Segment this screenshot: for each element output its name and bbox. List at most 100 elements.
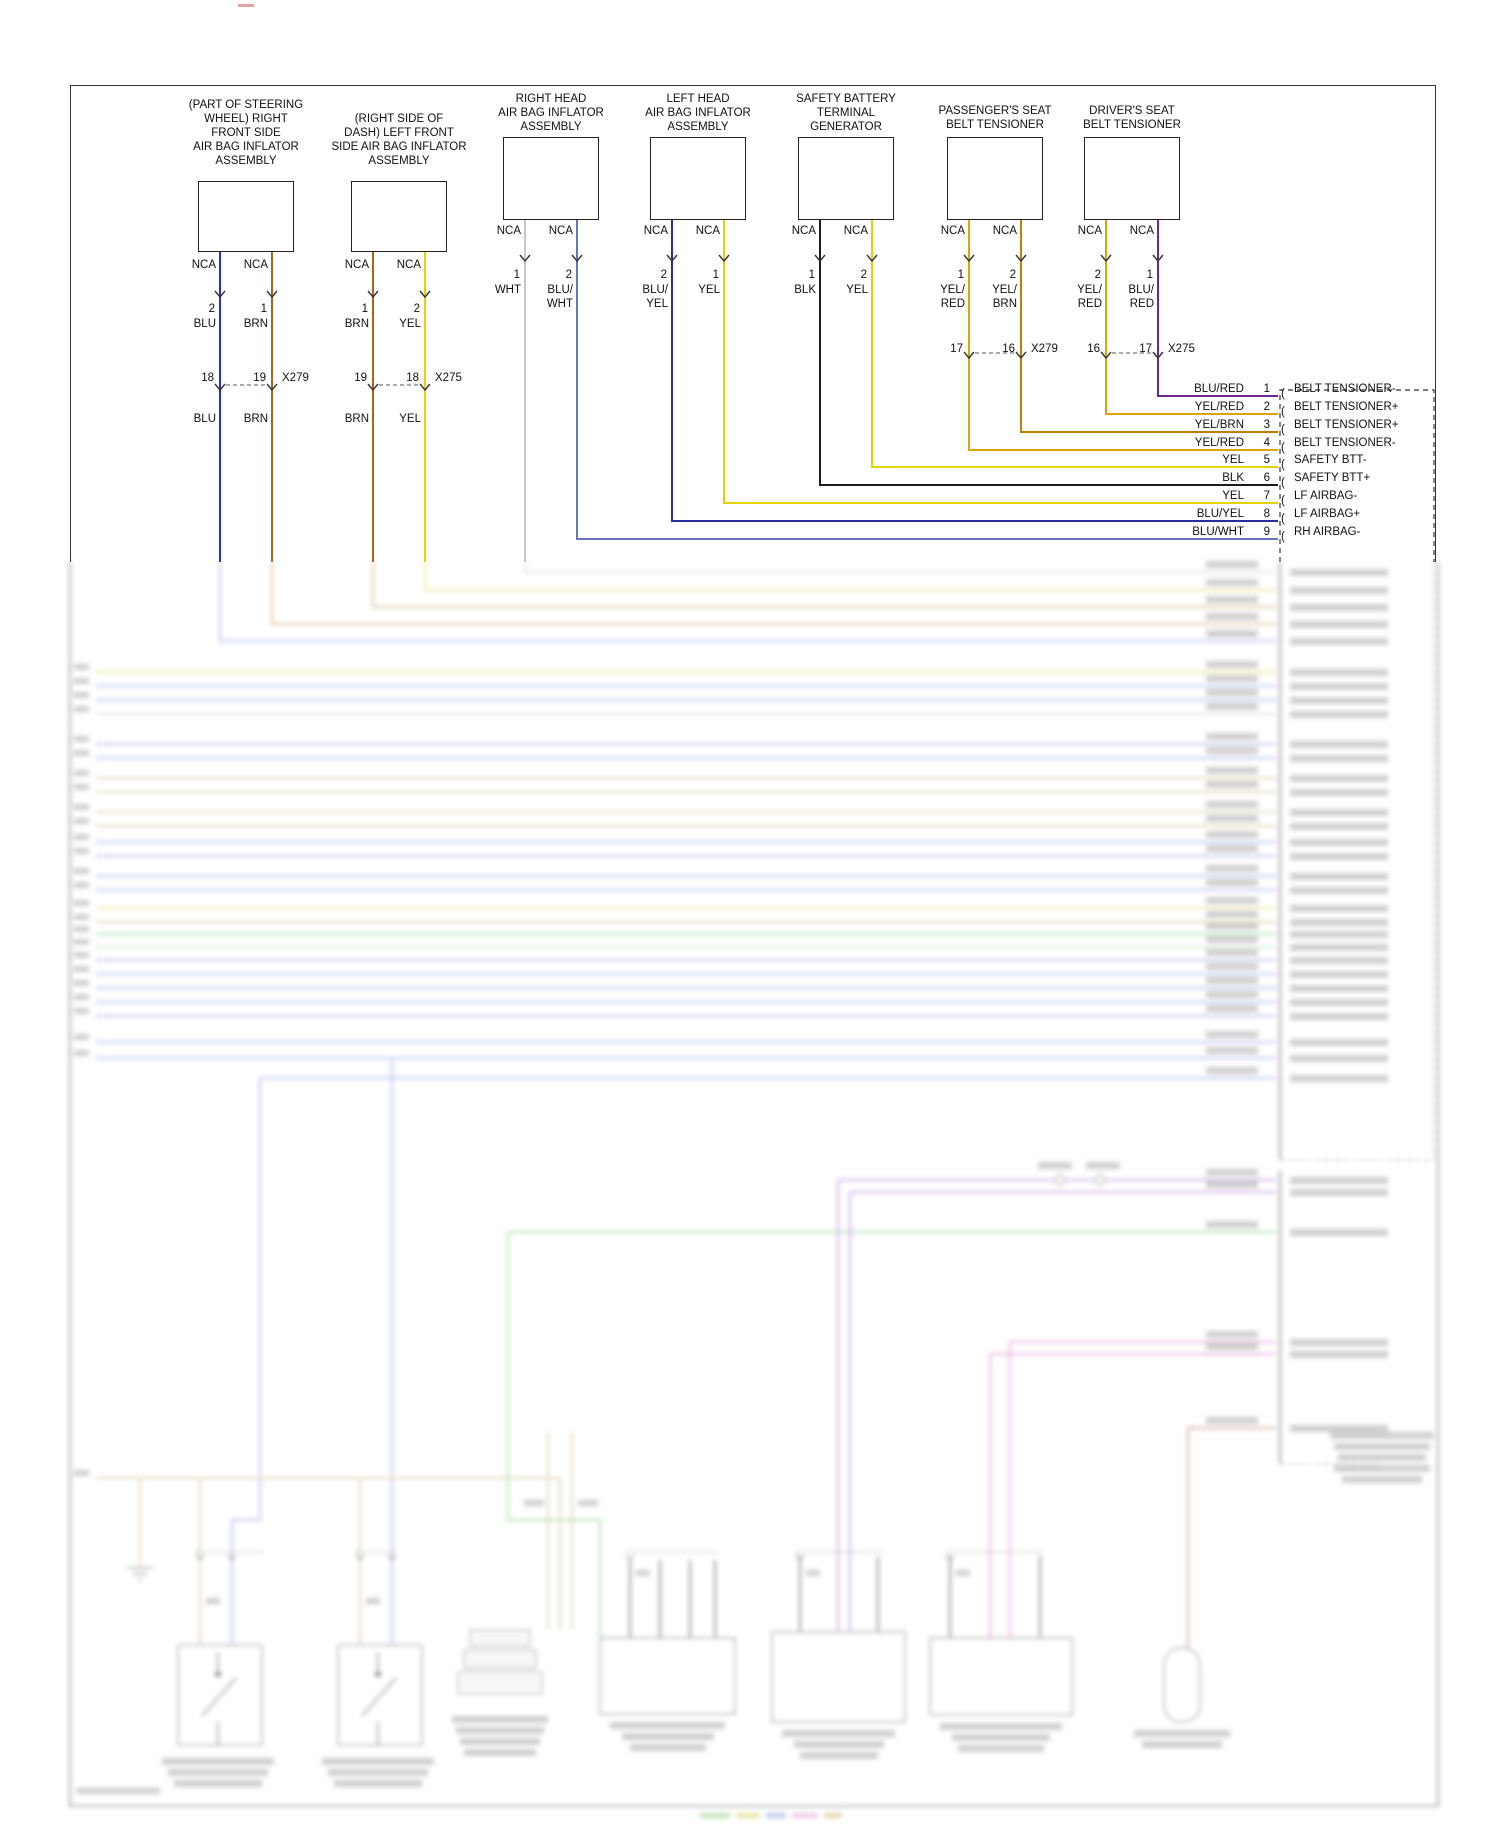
module-wire-color: BLU/YEL <box>1196 508 1244 520</box>
pin-number: 1 <box>1146 269 1153 281</box>
wire-color-label: YEL <box>399 413 421 425</box>
module-pin-socket: ( <box>1281 406 1285 418</box>
connector-pin-number: 18 <box>201 372 214 384</box>
wire-color-label: YEL <box>399 318 421 330</box>
nca-label: NCA <box>1077 225 1102 237</box>
module-wire-color: BLK <box>1222 472 1244 484</box>
module-pin-number: 2 <box>1263 401 1270 413</box>
page-frame-lower <box>69 562 1439 1807</box>
module-wire-color: YEL/BRN <box>1194 419 1244 431</box>
wire-color-label: YEL/ RED <box>940 284 965 310</box>
wire-lh-head-yel <box>723 220 1278 504</box>
nca-label: NCA <box>1129 225 1154 237</box>
module-wire-color: YEL/RED <box>1194 401 1244 413</box>
wire-drv-tensioner-yelred <box>1105 220 1278 415</box>
module-pin-socket: ( <box>1281 513 1285 525</box>
wire-color-label: BRN <box>243 318 268 330</box>
connector-pin-number: 19 <box>253 372 266 384</box>
pin-number: 1 <box>513 269 520 281</box>
connector-id: X279 <box>1031 343 1058 355</box>
connector-stack-box <box>457 1629 543 1695</box>
control-module-outline <box>1279 389 1435 562</box>
module-signal-label: BELT TENSIONER+ <box>1294 401 1399 413</box>
module-signal-label: LF AIRBAG+ <box>1294 508 1361 520</box>
wire-sbt-blk <box>819 220 1278 486</box>
wire-lh-head-bluyel <box>671 220 1278 522</box>
bottom-scan-specks <box>700 1813 842 1818</box>
bottom-component-boxes <box>177 1631 1201 1746</box>
module-pin-socket: ( <box>1281 531 1285 543</box>
pin-number: 2 <box>1009 269 1016 281</box>
pin-number: 2 <box>860 269 867 281</box>
wire-color-label: BLU/ YEL <box>642 284 668 310</box>
module-signal-label: RH AIRBAG- <box>1294 526 1361 538</box>
scan-artifact <box>238 4 254 7</box>
wire-color-label: BLU <box>193 318 216 330</box>
bus-lines-blue <box>96 562 1276 1645</box>
wire-color-label: YEL/ BRN <box>992 284 1017 310</box>
bus-lines-tan <box>96 777 1276 1645</box>
component-box-passenger-belt-tensioner <box>947 137 1043 220</box>
module-wire-color: YEL/RED <box>1194 437 1244 449</box>
pin-number: 2 <box>565 269 572 281</box>
module-pin-socket: ( <box>1281 459 1285 471</box>
connector-pin-number: 16 <box>1087 343 1100 355</box>
module-wire-color: YEL <box>1222 454 1244 466</box>
component-box-left-front-airbag <box>351 181 447 252</box>
pin-number: 2 <box>208 303 215 315</box>
blurred-text-bars <box>74 561 1434 1794</box>
nca-label: NCA <box>548 225 573 237</box>
component-label-passenger-belt-tensioner: PASSENGER'S SEAT BELT TENSIONER <box>938 105 1052 131</box>
pin-number: 1 <box>808 269 815 281</box>
connector-pin-number: 17 <box>950 343 963 355</box>
module-pin-number: 7 <box>1263 490 1270 502</box>
wire-color-label: BLK <box>794 284 816 296</box>
pin-number: 1 <box>260 303 267 315</box>
module-pin-number: 8 <box>1263 508 1270 520</box>
bus-lines-green <box>96 933 1276 1638</box>
module-signal-label: BELT TENSIONER- <box>1294 437 1396 449</box>
pin-number: 1 <box>957 269 964 281</box>
inline-diamond-connectors <box>1053 1173 1107 1187</box>
module-signal-label: BELT TENSIONER- <box>1294 383 1396 395</box>
wire-color-label: BRN <box>344 413 369 425</box>
module-signal-label: LF AIRBAG- <box>1294 490 1358 502</box>
pin-number: 2 <box>1094 269 1101 281</box>
module-pin-socket: ( <box>1281 495 1285 507</box>
component-label-right-head-airbag: RIGHT HEAD AIR BAG INFLATOR ASSEMBLY <box>498 93 604 133</box>
component-label-safety-battery-terminal: SAFETY BATTERY TERMINAL GENERATOR <box>796 93 896 133</box>
wire-color-label: YEL <box>846 284 868 296</box>
wire-pass-tensioner-yelred <box>968 220 1278 451</box>
nca-label: NCA <box>992 225 1017 237</box>
module-wire-color: BLU/WHT <box>1192 526 1244 538</box>
connector-id: X275 <box>1168 343 1195 355</box>
wire-pass-tensioner-yelbrn <box>1020 220 1278 433</box>
nca-label: NCA <box>695 225 720 237</box>
nca-label: NCA <box>191 259 216 271</box>
connector-pin-number: 19 <box>354 372 367 384</box>
connector-pin-number: 18 <box>406 372 419 384</box>
module-pin-number: 5 <box>1263 454 1270 466</box>
module-pin-number: 9 <box>1263 526 1270 538</box>
connector-chevrons <box>214 254 1164 392</box>
component-box-left-head-airbag <box>650 137 746 220</box>
module-pin-number: 1 <box>1263 383 1270 395</box>
wire-color-label: WHT <box>494 284 521 296</box>
pin-number: 1 <box>712 269 719 281</box>
pin-number: 2 <box>413 303 420 315</box>
circuit-wires <box>219 220 1278 562</box>
nca-label: NCA <box>344 259 369 271</box>
module-pin-number: 4 <box>1263 437 1270 449</box>
component-box-right-front-airbag <box>198 181 294 252</box>
pin-number: 1 <box>361 303 368 315</box>
module-pin-socket: ( <box>1281 477 1285 489</box>
module-pin-number: 6 <box>1263 472 1270 484</box>
module-signal-label: SAFETY BTT+ <box>1294 472 1371 484</box>
module-wire-color: BLU/RED <box>1194 383 1244 395</box>
switch-symbols <box>201 1652 397 1745</box>
pin-number: 2 <box>660 269 667 281</box>
component-box-driver-belt-tensioner <box>1084 137 1180 220</box>
